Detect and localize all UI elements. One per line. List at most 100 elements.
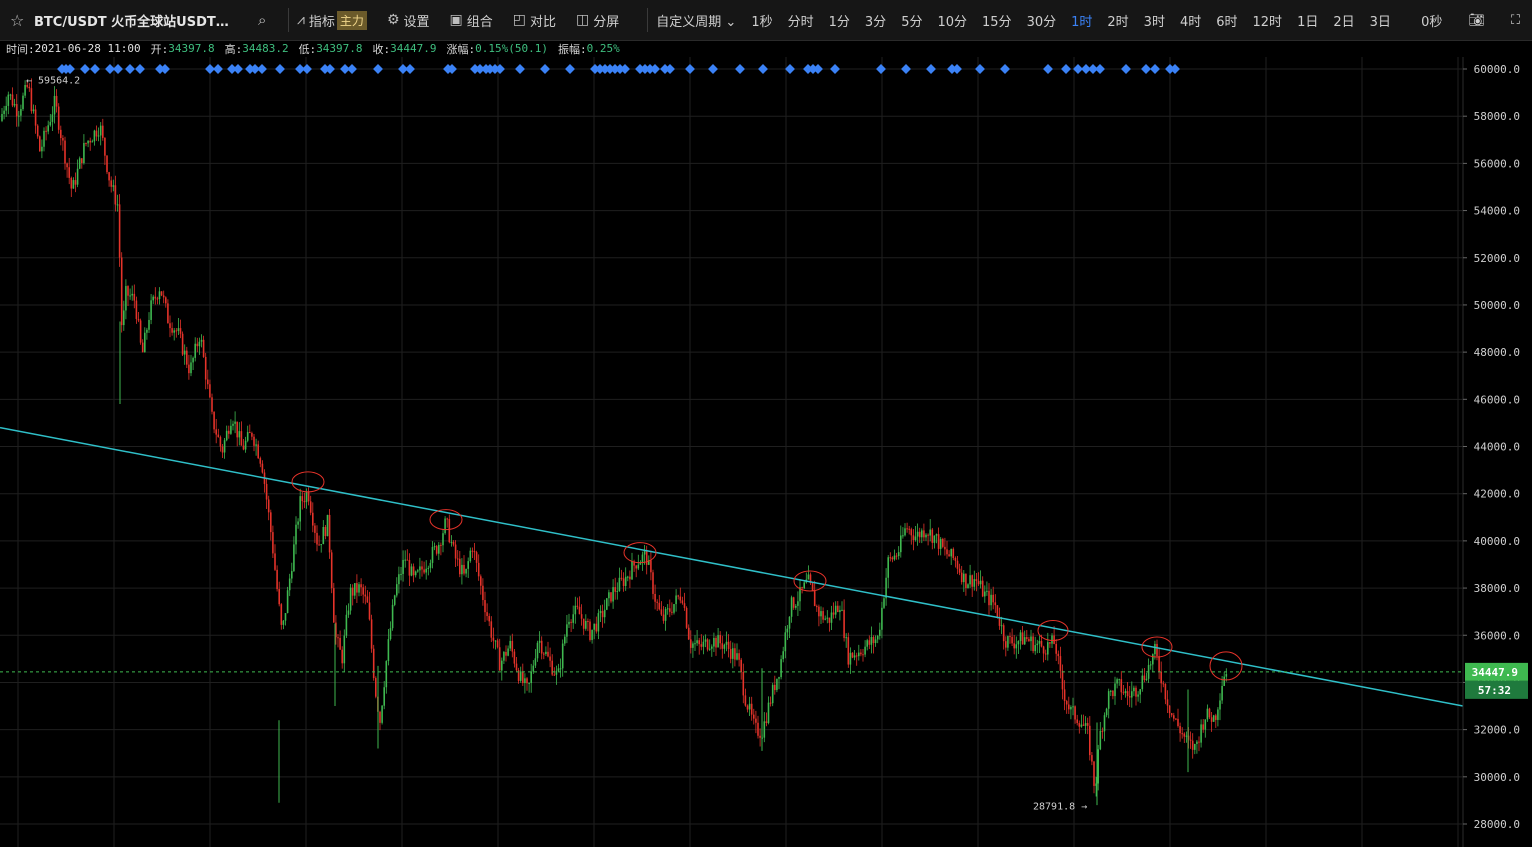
period-1s[interactable]: 1秒 [751,14,773,30]
candle-body [446,518,448,520]
y-tick-label: 40000.0 [1474,535,1520,548]
camera-icon[interactable]: 📷︎ [1468,12,1485,28]
candle-body [843,609,845,638]
candlestick-chart[interactable]: ← 59564.2 28791.8 → 60000.0 58000.0 56000.0… [0,57,1532,847]
candle-body [1158,656,1160,672]
candle-body [786,628,789,633]
period-2d[interactable]: 2日 [1333,14,1355,30]
search-icon[interactable]: ⌕ [258,11,267,29]
candle-body [916,531,919,537]
combine-button[interactable]: ▣ 组合 [450,11,493,30]
signal-marker [952,64,962,74]
candle-body [18,115,20,117]
candle-body [1156,643,1158,657]
star-favorite-icon[interactable]: ☆ [10,10,25,30]
candle-body [45,130,47,132]
candle-body [971,575,973,587]
candle-body [1028,638,1030,642]
candle-body [144,332,146,353]
candle-body [402,559,404,574]
period-3m[interactable]: 3分 [864,14,887,30]
period-2h[interactable]: 2时 [1107,14,1129,30]
candle-body [599,610,602,614]
candle-body [167,303,169,324]
candle-body [881,607,883,630]
period-3h[interactable]: 3时 [1143,14,1165,30]
period-3d[interactable]: 3日 [1369,14,1391,30]
period-15m[interactable]: 15分 [982,14,1012,30]
candle-body [345,614,348,636]
candle-body [482,585,484,601]
candle-body [900,535,902,553]
candle-body [759,735,761,738]
fullscreen-icon[interactable]: ⛶ [1510,12,1520,28]
period-5m[interactable]: 5分 [901,14,923,30]
candle-body [404,559,406,561]
compare-button[interactable]: ◰ 对比 [513,11,556,30]
candle-body [1191,740,1194,750]
settings-button[interactable]: ⚙ 设置 [387,11,430,30]
indicators-label: 指标 [308,14,335,30]
candle-body [253,436,255,446]
price-axis[interactable]: 60000.0 58000.0 56000.0 54000.0 52000.0 50000… [1462,57,1532,847]
candle-body [975,579,978,582]
candle-body [1101,730,1104,732]
split-screen-button[interactable]: ◫ 分屏 [576,11,619,30]
period-1d[interactable]: 1日 [1297,14,1319,30]
candle-body [870,637,873,645]
period-1m[interactable]: 1分 [828,14,850,30]
candle-body [295,524,297,545]
symbol-title[interactable]: BTC/USDT 火币全球站USDT… [34,14,229,30]
candle-body [1011,636,1013,644]
candle-body [1179,726,1181,734]
candle-body [1036,643,1039,646]
candle-body [423,569,425,573]
candle-body [276,569,278,590]
period-10m[interactable]: 10分 [937,14,968,30]
close-label: 收: [372,42,391,56]
candle-body [225,430,228,441]
signal-marker [565,64,575,74]
period-12h[interactable]: 12时 [1252,14,1283,30]
period-timeshare[interactable]: 分时 [787,14,814,30]
candle-body [475,552,478,563]
candle-body [570,621,572,623]
indicators-button[interactable]: ⩘ 指标 主力 [297,10,367,30]
candle-body [952,548,955,558]
period-4h[interactable]: 4时 [1179,14,1202,30]
candle-body [616,590,619,592]
candle-body [614,587,616,592]
candle-body [979,580,982,585]
candle-body [83,143,85,164]
signal-marker [1000,64,1010,74]
candle-body [547,651,549,657]
candle-body [13,104,16,106]
candle-body [851,652,854,658]
candle-body [1206,708,1209,720]
candle-body [826,617,829,619]
candle-body [1170,713,1173,716]
candle-body [807,574,810,580]
candle-body [120,257,123,326]
candle-body [641,554,644,563]
candle-body [1194,744,1196,750]
candle-body [755,718,757,723]
candle-body [102,125,104,138]
signal-marker [610,64,620,74]
candle-body [1057,653,1060,657]
swing-high-circle [793,570,827,592]
signal-marker [590,64,600,74]
candle-body [858,652,860,657]
candle-body [1086,723,1089,726]
period-1h[interactable]: 1时 [1071,14,1093,30]
candle-body [242,445,245,450]
candle-body [1093,761,1095,786]
candle-body [259,458,262,464]
period-6h[interactable]: 6时 [1216,14,1238,30]
candle-body [839,610,841,613]
period-30m[interactable]: 30分 [1026,14,1057,30]
candle-body [538,640,541,643]
candle-body [39,136,41,152]
candle-body [885,577,887,599]
custom-period-dropdown[interactable]: 自定义周期 ⌄ [656,11,736,30]
